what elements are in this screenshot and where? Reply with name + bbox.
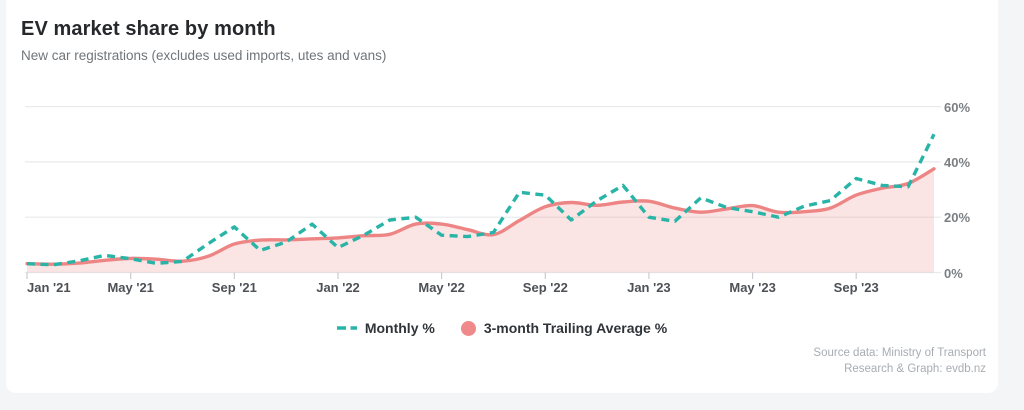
x-axis-label: Sep '22 (522, 280, 568, 295)
page-subtitle: New car registrations (excludes used imp… (21, 48, 387, 63)
x-axis-label: May '22 (418, 280, 465, 295)
x-axis-label: Jan '21 (27, 280, 71, 295)
y-axis-label: 20% (944, 210, 971, 226)
x-axis-label: Sep '23 (833, 280, 879, 295)
legend-item-monthly[interactable]: Monthly % (336, 320, 435, 336)
legend-label-monthly: Monthly % (364, 320, 435, 336)
y-axis-label: 60% (944, 99, 971, 115)
x-axis-label: May '23 (729, 280, 776, 295)
x-axis-label: Sep '21 (211, 280, 257, 295)
chart-legend: Monthly % 3-month Trailing Average % (6, 316, 998, 340)
source-data-line: Source data: Ministry of Transport (813, 347, 986, 359)
y-axis-label: 0% (944, 265, 963, 281)
chart-source-credit: Source data: Ministry of Transport Resea… (813, 345, 986, 377)
x-axis-label: Jan '23 (627, 280, 671, 295)
circle-marker-icon (460, 320, 476, 336)
x-axis-label: Jan '22 (316, 280, 360, 295)
legend-item-trailing-average[interactable]: 3-month Trailing Average % (460, 320, 668, 336)
x-axis-label: May '21 (107, 280, 154, 295)
dashed-line-icon (336, 326, 357, 330)
research-graph-line: Research & Graph: evdb.nz (844, 363, 986, 375)
page-title: EV market share by month (21, 18, 276, 40)
y-axis-label: 40% (944, 154, 971, 170)
legend-label-trailing-average: 3-month Trailing Average % (483, 320, 668, 336)
